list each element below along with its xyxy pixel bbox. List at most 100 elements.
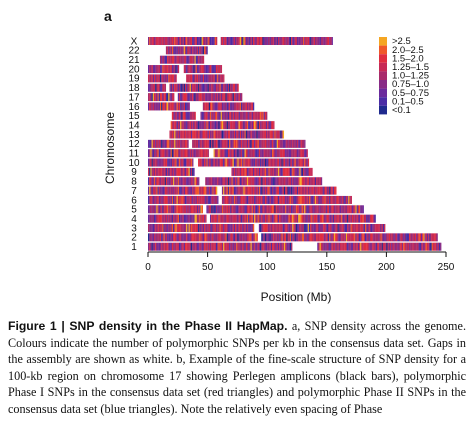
density-cell xyxy=(237,121,239,130)
density-cell xyxy=(202,214,205,223)
density-cell xyxy=(180,139,182,148)
density-cell xyxy=(320,37,323,45)
density-cell xyxy=(329,195,331,204)
density-cell xyxy=(229,130,231,139)
density-cell xyxy=(178,46,181,55)
density-cell xyxy=(268,37,270,45)
density-cell xyxy=(364,214,367,223)
density-cell xyxy=(214,214,217,223)
density-cell xyxy=(199,93,201,102)
density-cell xyxy=(149,186,151,195)
density-cell xyxy=(399,242,401,251)
density-cell xyxy=(209,74,212,83)
density-cell xyxy=(361,205,363,214)
density-cell xyxy=(168,214,170,223)
density-cell xyxy=(158,242,161,251)
density-cell xyxy=(180,93,182,102)
density-cell xyxy=(165,158,168,167)
density-cell xyxy=(273,121,275,130)
density-cell xyxy=(281,224,283,232)
density-cell xyxy=(242,214,244,223)
density-cell xyxy=(156,177,158,186)
density-cell xyxy=(302,233,305,242)
density-cell xyxy=(304,233,306,242)
density-cell xyxy=(173,111,175,120)
density-cell xyxy=(282,186,285,195)
density-cell xyxy=(182,233,184,242)
density-cell xyxy=(169,37,171,45)
density-cell xyxy=(189,158,192,167)
density-cell xyxy=(223,195,225,204)
density-cell xyxy=(300,224,302,232)
density-cell xyxy=(151,205,153,214)
density-cell xyxy=(152,224,155,232)
density-cell xyxy=(164,139,167,148)
density-cell xyxy=(194,139,196,148)
density-cell xyxy=(266,158,268,167)
density-cell xyxy=(238,149,240,158)
density-cell xyxy=(152,205,155,214)
density-cell xyxy=(240,177,243,186)
density-cell xyxy=(283,233,286,242)
density-cell xyxy=(173,242,175,251)
density-cell xyxy=(305,149,307,158)
density-cell xyxy=(331,242,333,251)
density-cell xyxy=(225,177,227,186)
density-cell xyxy=(350,242,352,251)
density-cell xyxy=(151,158,153,167)
density-cell xyxy=(217,177,219,186)
density-cell xyxy=(261,111,263,120)
density-cell xyxy=(270,205,273,214)
density-cell xyxy=(327,37,330,45)
density-cell xyxy=(279,186,281,195)
density-cell xyxy=(304,167,306,176)
density-cell xyxy=(229,102,231,111)
density-cell xyxy=(169,46,171,55)
density-cell xyxy=(188,177,190,186)
density-cell xyxy=(261,158,263,167)
density-cell xyxy=(239,205,242,214)
density-cell xyxy=(208,158,211,167)
density-cell xyxy=(167,195,169,204)
density-cell xyxy=(301,158,304,167)
density-cell xyxy=(285,205,287,214)
density-cell xyxy=(376,224,379,232)
density-cell xyxy=(249,139,251,148)
density-cell xyxy=(204,130,206,139)
density-cell xyxy=(263,233,265,242)
density-cell xyxy=(322,224,324,232)
density-cell xyxy=(295,224,298,232)
density-cell xyxy=(339,224,342,232)
density-cell xyxy=(343,224,345,232)
density-cell xyxy=(252,167,255,176)
density-cell xyxy=(184,186,187,195)
density-cell xyxy=(194,65,196,74)
density-cell xyxy=(155,37,157,45)
density-cell xyxy=(332,195,335,204)
density-cell xyxy=(242,37,244,45)
density-cell xyxy=(159,214,162,223)
density-cell xyxy=(156,158,158,167)
density-cell xyxy=(326,214,329,223)
density-cell xyxy=(157,242,159,251)
density-cell xyxy=(373,214,375,223)
density-cell xyxy=(237,158,239,167)
density-cell xyxy=(153,167,156,176)
density-cell xyxy=(403,233,405,242)
density-cell xyxy=(376,233,379,242)
density-cell xyxy=(319,233,321,242)
density-cell xyxy=(171,46,174,55)
density-cell xyxy=(255,139,257,148)
density-cell xyxy=(248,149,250,158)
density-cell xyxy=(167,158,169,167)
density-cell xyxy=(182,167,184,176)
density-cell xyxy=(271,167,274,176)
density-cell xyxy=(395,242,398,251)
density-cell xyxy=(171,111,174,120)
density-cell xyxy=(175,46,177,55)
density-cell xyxy=(236,224,238,232)
density-cell xyxy=(235,37,237,45)
density-cell xyxy=(207,177,209,186)
density-cell xyxy=(312,37,314,45)
density-cell xyxy=(149,167,151,176)
